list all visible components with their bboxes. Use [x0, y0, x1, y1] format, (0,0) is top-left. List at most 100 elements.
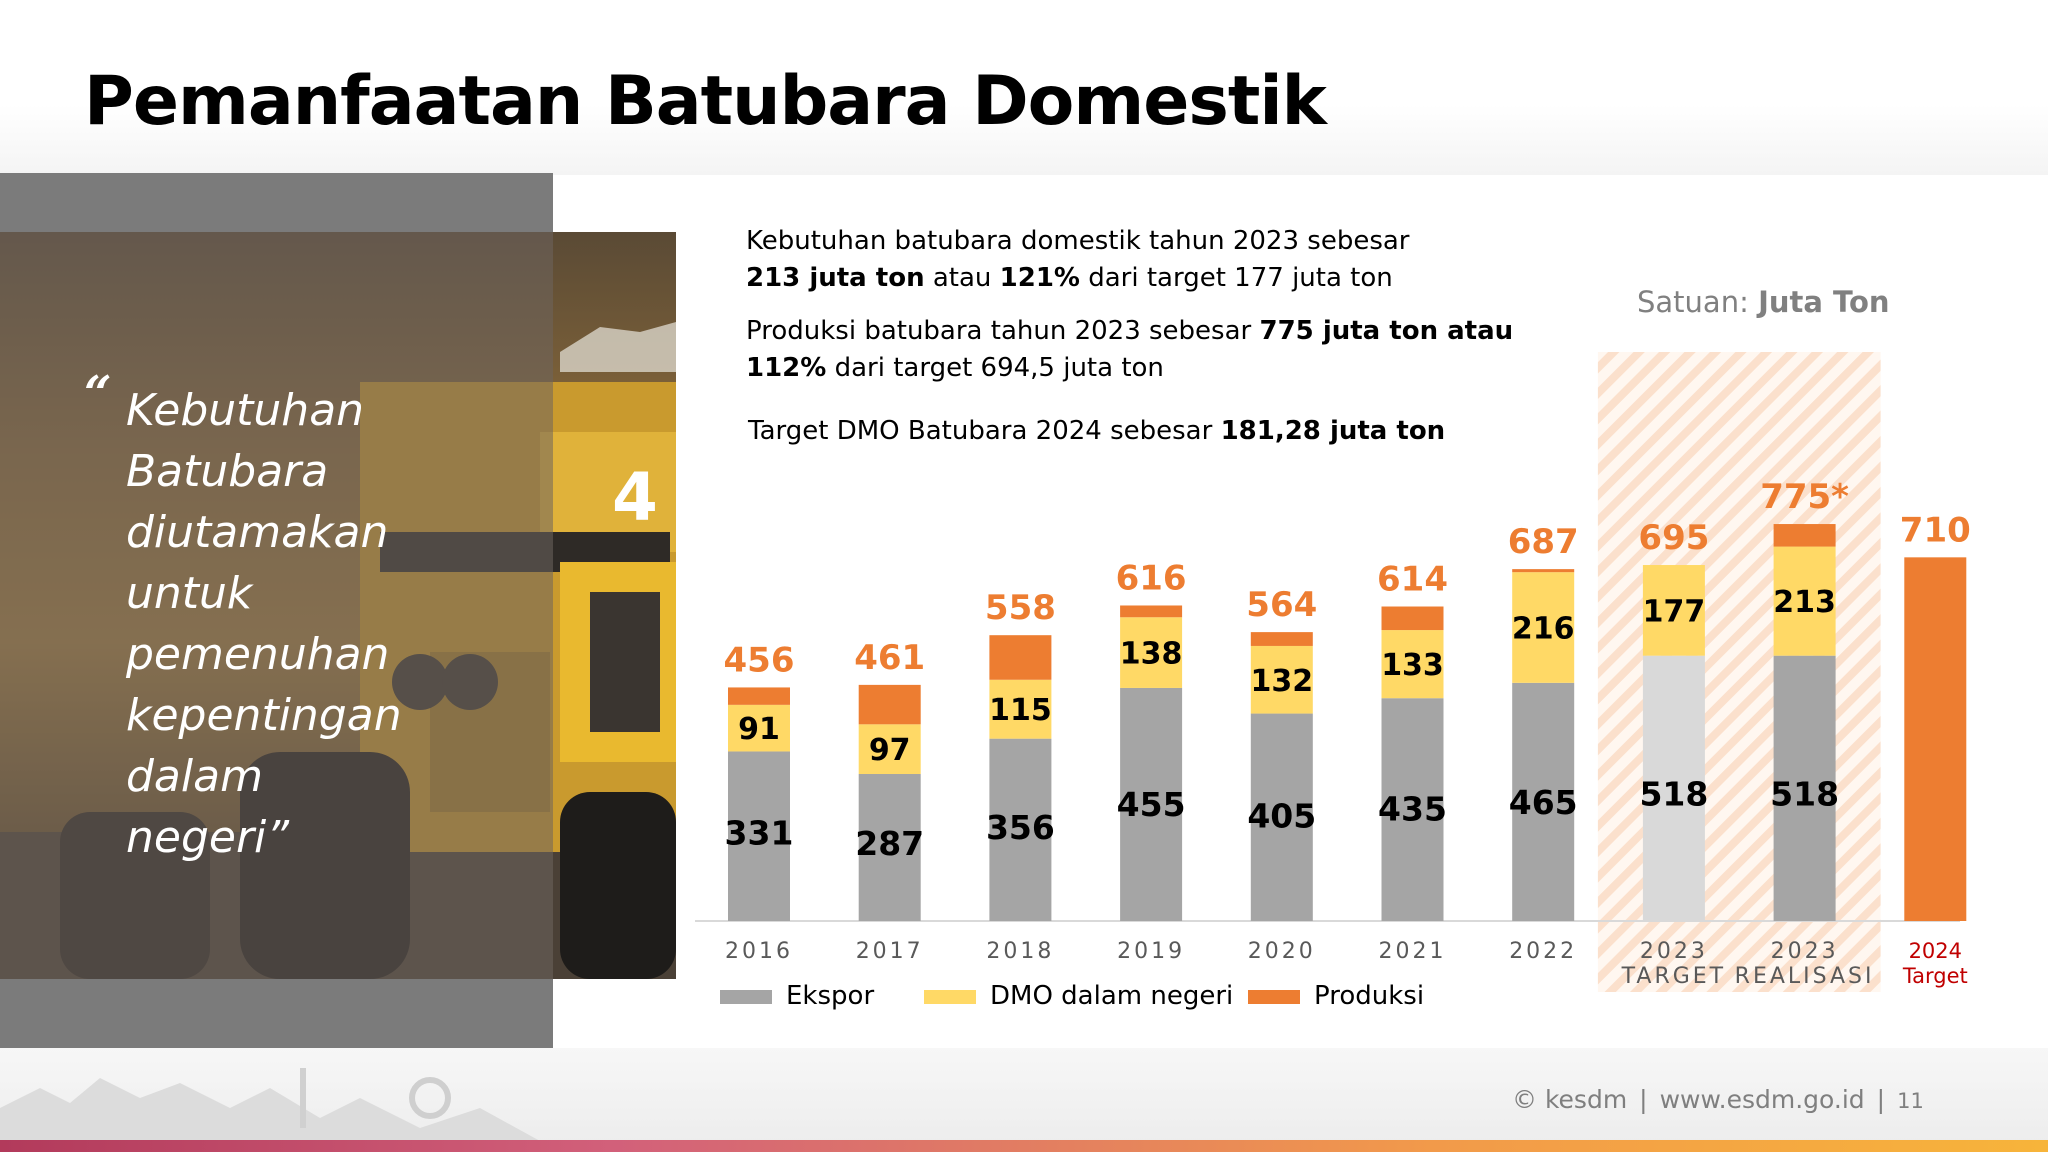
quote-line: negeri” — [126, 812, 290, 863]
data-label-dmo: 132 — [1250, 664, 1313, 699]
data-label-ekspor: 465 — [1509, 783, 1578, 822]
note-line: 112% dari target 694,5 juta ton — [746, 353, 1164, 383]
legend-swatch — [720, 990, 772, 1004]
page-title: Pemanfaatan Batubara Domestik — [84, 62, 1327, 141]
bar-produksi — [1120, 605, 1183, 618]
bar-dmo — [1642, 565, 1705, 656]
photo-overlay — [0, 232, 553, 979]
data-label-ekspor: 518 — [1770, 775, 1839, 814]
data-label-dmo: 97 — [869, 733, 911, 768]
bar-ekspor — [1512, 682, 1575, 921]
legend-swatch — [924, 990, 976, 1004]
quote-line: pemenuhan — [126, 629, 390, 680]
bar-dmo — [728, 704, 790, 752]
data-label-ekspor: 356 — [986, 808, 1055, 847]
bar-dmo — [1773, 546, 1836, 656]
x-tick-label: 2023 — [1640, 939, 1708, 964]
note-line: 213 juta ton atau 121% dari target 177 j… — [746, 263, 1393, 293]
quote-line: Batubara — [126, 446, 329, 497]
x-tick-sublabel: TARGET — [1621, 964, 1726, 989]
note-production: Produksi batubara tahun 2023 sebesar 775… — [746, 313, 1513, 387]
legend-swatch — [1248, 990, 1300, 1004]
x-tick-sublabel: REALISASI — [1735, 964, 1875, 989]
quote-line: Kebutuhan — [126, 385, 365, 436]
footer — [0, 1048, 2048, 1152]
bar-produksi — [728, 687, 790, 705]
total-label: 456 — [724, 640, 795, 680]
x-tick-label: 2016 — [725, 939, 793, 964]
total-label: 710 — [1900, 510, 1971, 550]
header-band — [0, 0, 2048, 175]
total-label: 564 — [1246, 585, 1317, 625]
x-tick-label: 2018 — [986, 939, 1054, 964]
footer-brand: kesdm — [1544, 1085, 1628, 1114]
note-dmo-target: Target DMO Batubara 2024 sebesar 181,28 … — [748, 416, 1446, 446]
x-tick-label: 2024 — [1909, 939, 1962, 963]
x-tick-label: 2022 — [1509, 939, 1577, 964]
x-tick-label: 2020 — [1248, 939, 1316, 964]
x-tick-label: 2017 — [856, 939, 924, 964]
data-label-dmo: 138 — [1120, 637, 1183, 672]
data-label-ekspor: 287 — [855, 824, 924, 863]
data-label-dmo: 177 — [1643, 594, 1706, 629]
data-label-ekspor: 405 — [1247, 797, 1316, 836]
bar-dmo — [1250, 645, 1313, 714]
truck-number: 4 — [612, 459, 658, 536]
unit-label: Satuan: Juta Ton — [1637, 285, 1890, 319]
footer-decoration-icon — [0, 1068, 560, 1152]
bar-produksi — [1381, 606, 1444, 631]
legend-label: Ekspor — [786, 981, 874, 1011]
bar-ekspor — [989, 738, 1052, 921]
total-label: 614 — [1377, 560, 1448, 600]
bar-produksi — [1904, 557, 1967, 921]
bar-produksi — [1773, 524, 1836, 547]
x-tick-sublabel: Target — [1902, 964, 1968, 988]
footer-url[interactable]: www.esdm.go.id — [1659, 1085, 1865, 1114]
x-tick-label: 2021 — [1379, 939, 1447, 964]
total-label: 687 — [1508, 522, 1579, 562]
bar-dmo — [1381, 630, 1444, 699]
bar-ekspor — [728, 751, 790, 921]
bar-dmo — [858, 724, 921, 774]
bar-ekspor — [858, 773, 921, 921]
x-tick-label: 2019 — [1117, 939, 1185, 964]
x-tick-label: 2023 — [1771, 939, 1839, 964]
bar-ekspor — [1773, 655, 1836, 921]
quote-line: kepentingan — [126, 690, 402, 741]
data-label-ekspor: 331 — [725, 814, 794, 853]
quote-text: Kebutuhan Batubara diutamakan untuk peme… — [126, 380, 506, 868]
bar-dmo — [989, 679, 1052, 739]
copyright-icon: © — [1512, 1085, 1537, 1114]
note-domestic-demand: Kebutuhan batubara domestik tahun 2023 s… — [746, 223, 1409, 297]
bar-dmo — [1512, 572, 1575, 683]
data-label-ekspor: 455 — [1117, 785, 1186, 824]
bar-ekspor — [1642, 655, 1705, 921]
legend-label: DMO dalam negeri — [990, 981, 1233, 1011]
quote-line: diutamakan — [126, 507, 389, 558]
data-label-ekspor: 435 — [1378, 790, 1447, 829]
highlight-region — [1597, 352, 1881, 992]
bar-produksi — [1512, 569, 1575, 573]
footer-text: © kesdm | www.esdm.go.id | 11 — [1512, 1085, 1924, 1114]
bar-produksi — [989, 635, 1052, 680]
quote-line: dalam — [126, 751, 263, 802]
bar-ekspor — [1120, 687, 1183, 921]
total-label: 775* — [1760, 477, 1849, 517]
total-label: 558 — [985, 588, 1056, 628]
page-number: 11 — [1897, 1089, 1924, 1113]
mining-truck-photo: 4 — [0, 232, 676, 979]
data-label-dmo: 213 — [1773, 585, 1836, 620]
note-line: Kebutuhan batubara domestik tahun 2023 s… — [746, 226, 1410, 256]
bar-produksi — [858, 684, 921, 725]
legend-label: Produksi — [1314, 981, 1424, 1011]
quote-mark: “ — [84, 366, 112, 422]
bar-ekspor — [1250, 713, 1313, 921]
total-label: 695 — [1638, 518, 1709, 558]
data-label-dmo: 133 — [1381, 648, 1444, 683]
note-line: Produksi batubara tahun 2023 sebesar 775… — [746, 316, 1514, 346]
total-label: 461 — [854, 638, 925, 678]
data-label-ekspor: 518 — [1639, 775, 1708, 814]
quote-line: untuk — [126, 568, 253, 619]
footer-accent-bar — [0, 1140, 2048, 1152]
production-chart: 331 91 456 2016 287 97 461 2017 356 115 558 2018 455… — [695, 352, 1971, 1011]
